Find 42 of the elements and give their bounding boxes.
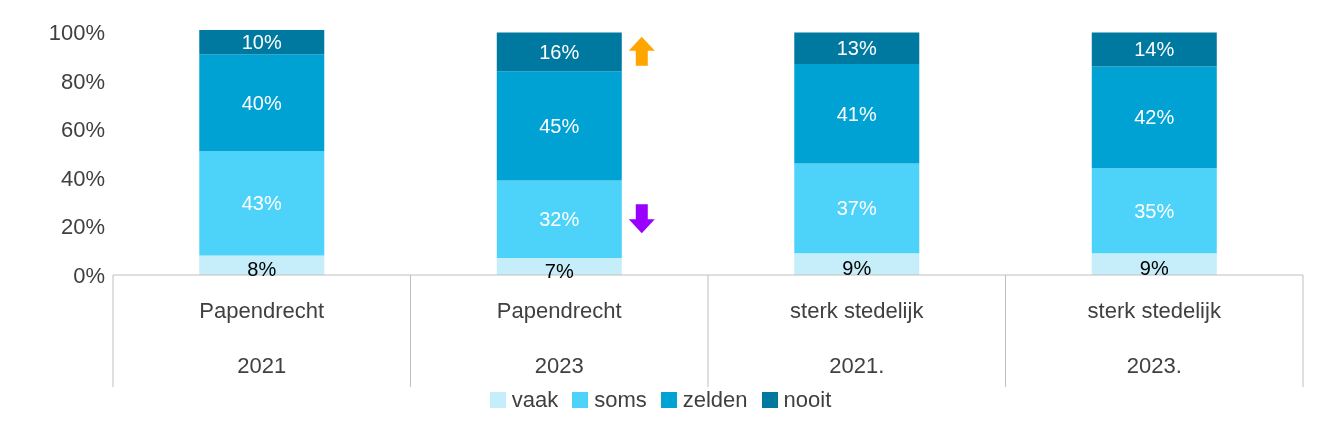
data-label: 45%: [539, 114, 580, 137]
legend-label: vaak: [510, 387, 559, 413]
legend-label: nooit: [782, 387, 832, 413]
y-tick-label: 80%: [60, 68, 105, 94]
bar: [1091, 66, 1217, 169]
data-label: 40%: [241, 91, 283, 114]
bar: [199, 54, 325, 152]
bar: [794, 163, 920, 254]
y-tick-label: 20%: [60, 214, 105, 240]
bar: [496, 32, 622, 72]
y-tick-label: 40%: [60, 165, 105, 191]
bar: [199, 151, 325, 256]
data-label: 37%: [836, 197, 878, 220]
y-tick-label: 0%: [73, 262, 105, 288]
bar: [1091, 168, 1217, 254]
y-tick-label: 60%: [60, 117, 105, 143]
bar: [496, 180, 622, 259]
category-label: Papendrecht 2023: [496, 298, 622, 378]
legend-label: soms: [593, 387, 647, 413]
bar: [496, 71, 622, 181]
data-label: 10%: [241, 31, 283, 54]
legend-label: zelden: [681, 387, 748, 413]
bar: [794, 32, 920, 64]
data-label: 43%: [241, 192, 283, 215]
category-label: sterk stedelijk 2021.: [790, 298, 924, 378]
data-label: 14%: [1134, 38, 1175, 61]
data-label: 9%: [1139, 257, 1169, 280]
data-label: 9%: [842, 257, 872, 280]
data-label: 32%: [539, 208, 580, 231]
bar: [1091, 32, 1217, 67]
category-label: sterk stedelijk 2023.: [1087, 298, 1221, 378]
data-label: 41%: [836, 102, 878, 125]
category-label: Papendrecht 2021: [199, 298, 325, 378]
bar: [199, 30, 325, 55]
y-tick-label: 100%: [48, 20, 105, 46]
bar: [794, 63, 920, 164]
data-label: 35%: [1134, 199, 1175, 222]
data-label: 16%: [539, 40, 580, 63]
data-label: 42%: [1134, 106, 1175, 129]
data-label: 7%: [544, 259, 574, 282]
data-label: 13%: [836, 37, 878, 60]
data-label: 8%: [247, 258, 277, 281]
